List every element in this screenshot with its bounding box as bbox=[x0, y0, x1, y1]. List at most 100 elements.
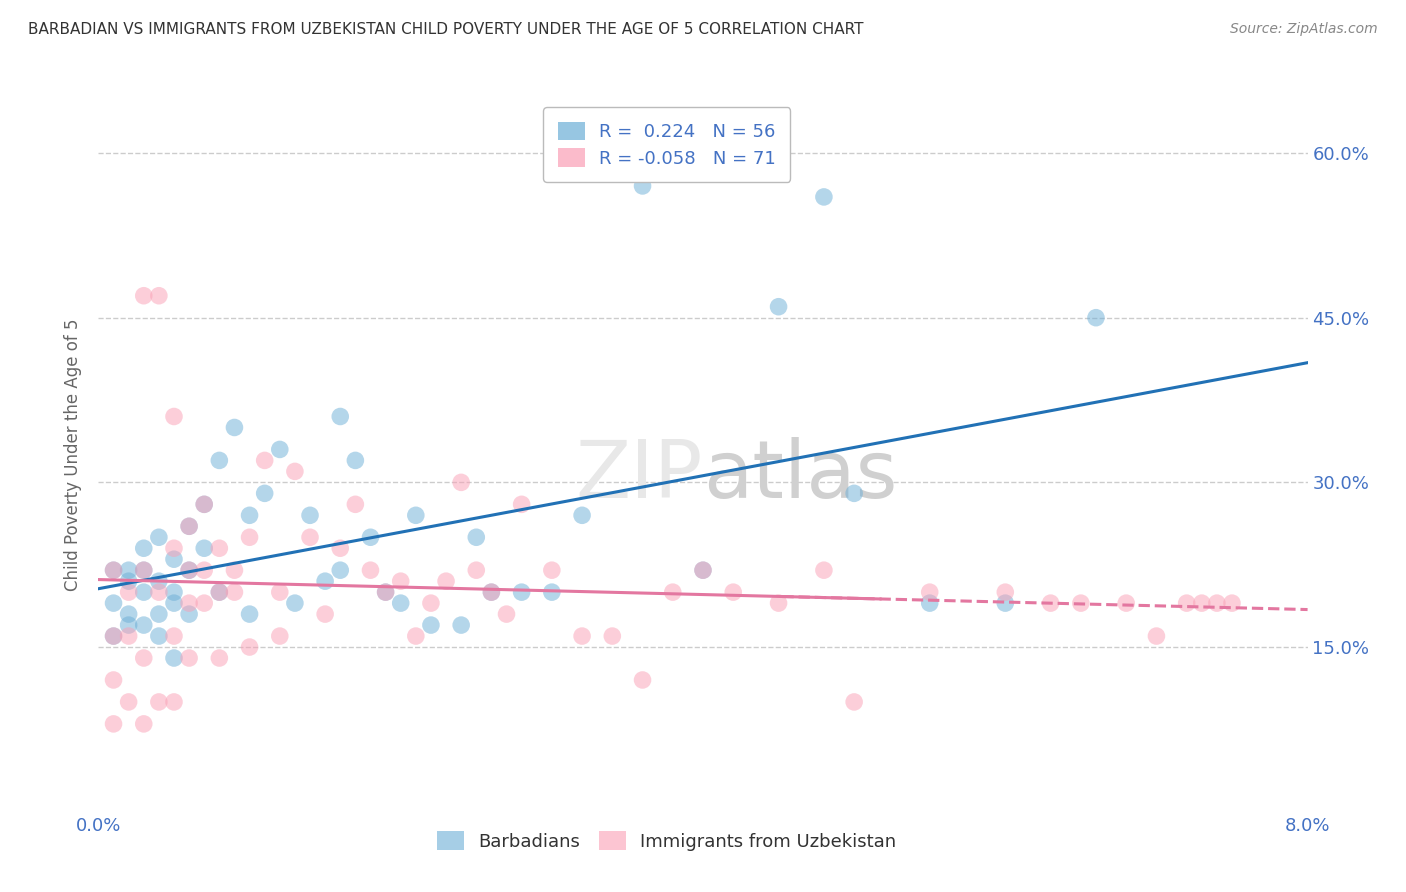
Point bbox=[193, 497, 215, 511]
Point bbox=[179, 519, 201, 533]
Point bbox=[208, 541, 231, 556]
Point bbox=[723, 585, 745, 599]
Point bbox=[465, 530, 488, 544]
Point bbox=[118, 563, 141, 577]
Point bbox=[994, 596, 1017, 610]
Point bbox=[284, 596, 307, 610]
Y-axis label: Child Poverty Under the Age of 5: Child Poverty Under the Age of 5 bbox=[65, 318, 83, 591]
Point bbox=[602, 629, 624, 643]
Point bbox=[132, 541, 155, 556]
Point bbox=[481, 585, 503, 599]
Point bbox=[1175, 596, 1198, 610]
Point bbox=[208, 651, 231, 665]
Point bbox=[224, 585, 246, 599]
Point bbox=[132, 618, 155, 632]
Point bbox=[994, 585, 1017, 599]
Point bbox=[1191, 596, 1213, 610]
Point bbox=[269, 585, 291, 599]
Point bbox=[103, 717, 125, 731]
Point bbox=[163, 541, 186, 556]
Point bbox=[420, 596, 443, 610]
Point bbox=[1115, 596, 1137, 610]
Point bbox=[193, 541, 215, 556]
Point bbox=[314, 574, 336, 589]
Point bbox=[768, 300, 790, 314]
Point bbox=[918, 585, 941, 599]
Point bbox=[692, 563, 714, 577]
Point bbox=[103, 596, 125, 610]
Point bbox=[389, 574, 412, 589]
Point bbox=[163, 596, 186, 610]
Point bbox=[103, 563, 125, 577]
Point bbox=[163, 651, 186, 665]
Point bbox=[510, 585, 533, 599]
Point bbox=[768, 596, 790, 610]
Legend: Barbadians, Immigrants from Uzbekistan: Barbadians, Immigrants from Uzbekistan bbox=[429, 822, 905, 860]
Point bbox=[571, 508, 593, 523]
Point bbox=[1070, 596, 1092, 610]
Point bbox=[239, 530, 262, 544]
Point bbox=[132, 717, 155, 731]
Point bbox=[329, 541, 352, 556]
Point bbox=[208, 453, 231, 467]
Point bbox=[329, 563, 352, 577]
Point bbox=[360, 530, 382, 544]
Point bbox=[103, 673, 125, 687]
Point bbox=[571, 629, 593, 643]
Point bbox=[163, 695, 186, 709]
Point bbox=[813, 563, 835, 577]
Point bbox=[692, 563, 714, 577]
Point bbox=[329, 409, 352, 424]
Point bbox=[253, 453, 276, 467]
Point bbox=[118, 618, 141, 632]
Point bbox=[239, 640, 262, 654]
Point bbox=[163, 585, 186, 599]
Point bbox=[193, 563, 215, 577]
Point bbox=[224, 420, 246, 434]
Point bbox=[179, 651, 201, 665]
Point bbox=[269, 629, 291, 643]
Point bbox=[118, 574, 141, 589]
Point bbox=[179, 563, 201, 577]
Point bbox=[179, 519, 201, 533]
Point bbox=[844, 486, 866, 500]
Point bbox=[360, 563, 382, 577]
Point bbox=[344, 453, 367, 467]
Point bbox=[495, 607, 517, 621]
Point bbox=[510, 497, 533, 511]
Point bbox=[541, 585, 564, 599]
Point bbox=[132, 563, 155, 577]
Text: Source: ZipAtlas.com: Source: ZipAtlas.com bbox=[1230, 22, 1378, 37]
Point bbox=[434, 574, 457, 589]
Point bbox=[450, 618, 472, 632]
Point bbox=[148, 530, 170, 544]
Point bbox=[1146, 629, 1168, 643]
Point bbox=[118, 585, 141, 599]
Point bbox=[208, 585, 231, 599]
Point bbox=[344, 497, 367, 511]
Point bbox=[1039, 596, 1062, 610]
Point bbox=[148, 607, 170, 621]
Point bbox=[193, 497, 215, 511]
Point bbox=[374, 585, 396, 599]
Point bbox=[389, 596, 412, 610]
Point bbox=[299, 508, 322, 523]
Point bbox=[103, 629, 125, 643]
Point bbox=[374, 585, 396, 599]
Point bbox=[541, 563, 564, 577]
Point bbox=[148, 585, 170, 599]
Point bbox=[118, 629, 141, 643]
Point bbox=[132, 585, 155, 599]
Point bbox=[813, 190, 835, 204]
Point bbox=[193, 596, 215, 610]
Point bbox=[1206, 596, 1229, 610]
Point bbox=[299, 530, 322, 544]
Point bbox=[284, 464, 307, 478]
Point bbox=[179, 607, 201, 621]
Point bbox=[163, 409, 186, 424]
Point bbox=[269, 442, 291, 457]
Point bbox=[148, 629, 170, 643]
Point bbox=[179, 563, 201, 577]
Point bbox=[103, 563, 125, 577]
Point bbox=[405, 508, 427, 523]
